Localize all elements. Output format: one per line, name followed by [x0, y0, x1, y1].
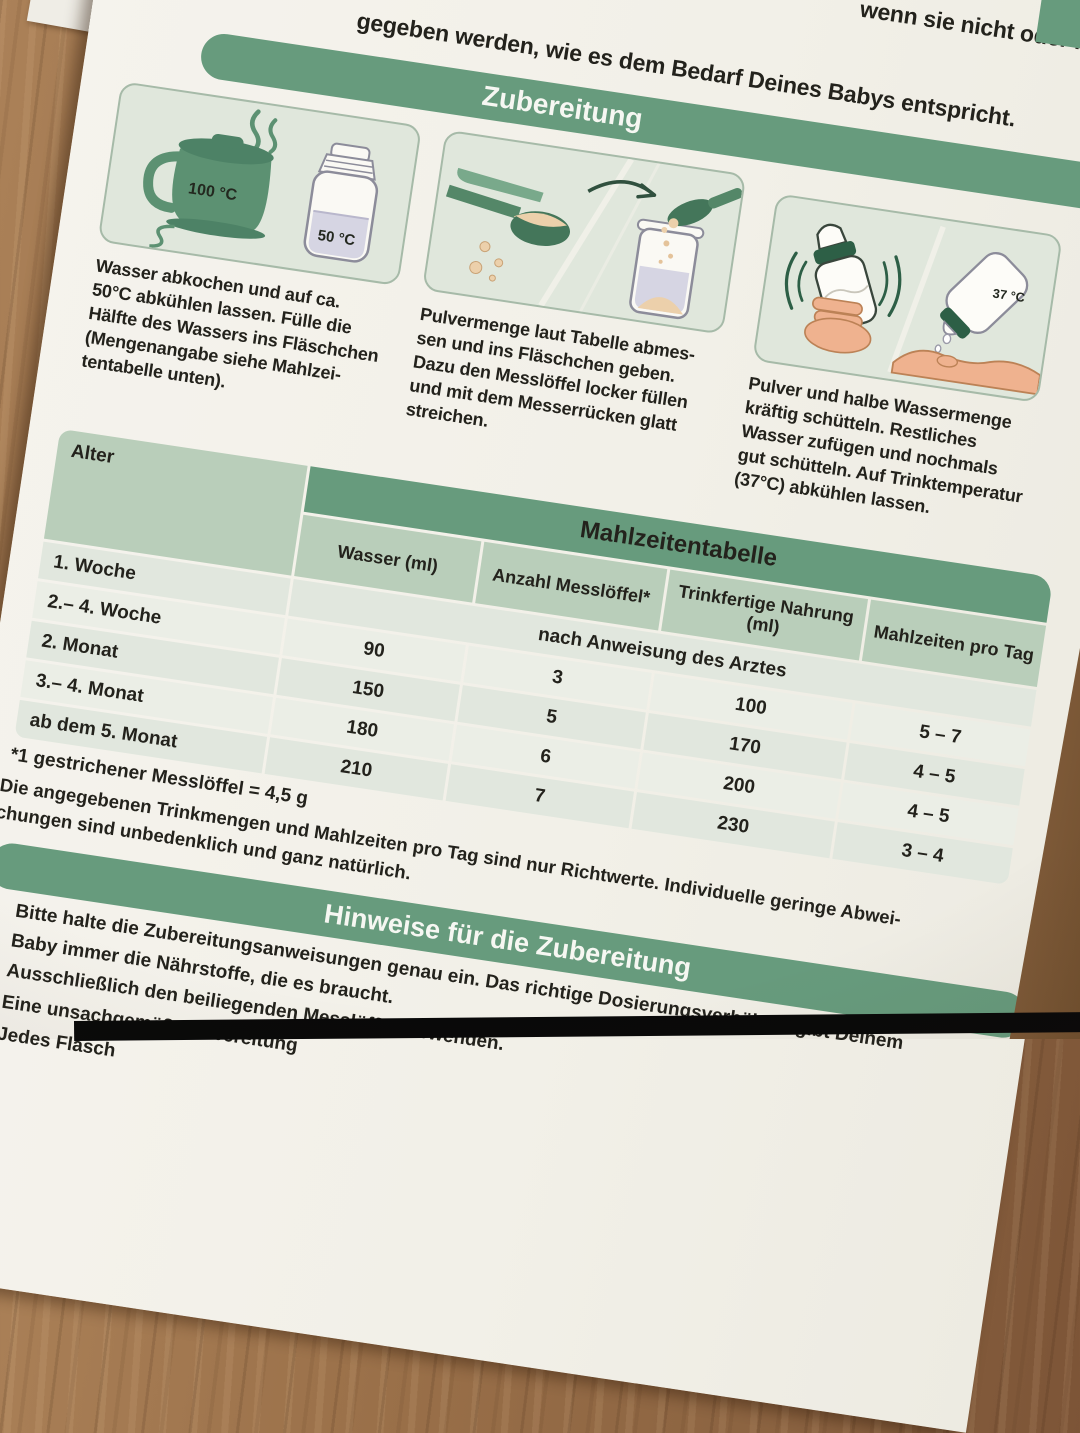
milk-drop-icon — [942, 333, 952, 345]
tilted-bottle-icon — [940, 252, 1029, 339]
step-panel-3: 37 °C — [752, 193, 1063, 404]
step-panel-2 — [421, 129, 747, 335]
gripping-hand-icon — [812, 296, 863, 316]
kettle-and-bottle-icon: 100 °C 50 °C — [143, 109, 379, 263]
zubereitung-title: Zubereitung — [480, 79, 645, 135]
measuring-scoop-icon — [445, 184, 522, 220]
drinking-temperature-label: 37 °C — [992, 285, 1026, 305]
forearm-icon — [890, 349, 1042, 396]
shake-and-temperature-icon: 37 °C — [784, 223, 1042, 396]
step-panel-1: 100 °C 50 °C — [97, 81, 423, 287]
knife-icon — [457, 167, 544, 203]
kettle-icon — [172, 146, 272, 232]
step-caption-2: Pulvermenge laut Tabelle abmes-sen und i… — [404, 303, 697, 435]
steam-icon — [250, 109, 261, 154]
cooled-water-temperature-label: 50 °C — [317, 227, 357, 249]
scoop-into-bottle-icon — [445, 157, 743, 320]
motion-arc-icon — [784, 251, 798, 310]
